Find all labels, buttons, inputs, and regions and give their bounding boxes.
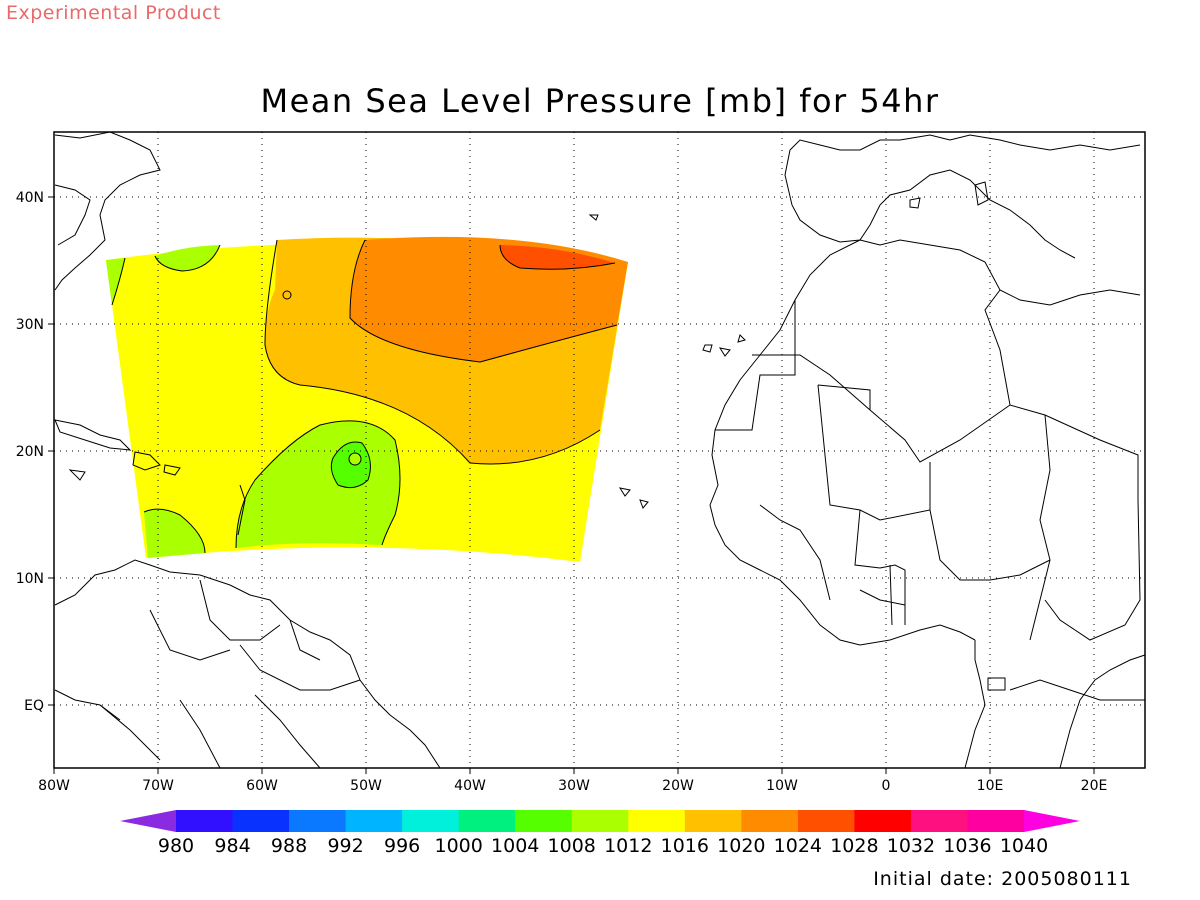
lon-tick-label: 0 xyxy=(882,778,891,794)
colorbar-swatch xyxy=(628,810,686,832)
colorbar-under-arrow xyxy=(120,810,176,832)
lon-tick-label: 80W xyxy=(38,778,70,794)
colorbar: 980 984 988 992 996 1000 1004 1008 1012 1016 1020 1… xyxy=(120,810,1080,857)
lon-tick-label: 10E xyxy=(977,778,1004,794)
region-1008-west xyxy=(106,258,125,305)
colorbar-swatch xyxy=(684,810,742,832)
colorbar-swatch xyxy=(345,810,403,832)
colorbar-level-label: 996 xyxy=(384,835,420,857)
lat-tick-label: 30N xyxy=(16,317,44,333)
colorbar-swatch xyxy=(967,810,1025,832)
lat-tick-label: EQ xyxy=(24,698,44,714)
colorbar-level-label: 1036 xyxy=(943,835,991,857)
colorbar-swatch xyxy=(571,810,629,832)
lat-tick-label: 10N xyxy=(16,571,44,587)
region-1004 xyxy=(331,442,371,488)
colorbar-swatch xyxy=(854,810,912,832)
pressure-center-marker xyxy=(348,452,362,466)
colorbar-level-label: 988 xyxy=(271,835,307,857)
lon-tick-label: 40W xyxy=(454,778,486,794)
lon-tick-label: 20W xyxy=(662,778,694,794)
graticule xyxy=(54,132,1145,768)
pressure-field xyxy=(106,236,628,562)
colorbar-swatch xyxy=(910,810,968,832)
region-1024 xyxy=(500,245,615,270)
colorbar-level-label: 1020 xyxy=(717,835,765,857)
borders xyxy=(99,289,1145,769)
colorbar-swatch xyxy=(289,810,347,832)
lon-tick-label: 60W xyxy=(246,778,278,794)
colorbar-level-label: 1024 xyxy=(774,835,822,857)
colorbar-level-label: 1004 xyxy=(491,835,539,857)
tick-marks xyxy=(48,196,1095,774)
lon-tick-label: 30W xyxy=(558,778,590,794)
lon-tick-label: 10W xyxy=(766,778,798,794)
lon-tick-label: 70W xyxy=(142,778,174,794)
colorbar-level-label: 1040 xyxy=(1000,835,1048,857)
colorbar-level-label: 992 xyxy=(327,835,363,857)
lat-tick-labels: EQ 10N 20N 30N 40N xyxy=(16,190,44,714)
colorbar-level-label: 980 xyxy=(158,835,194,857)
colorbar-over-arrow xyxy=(1024,810,1080,832)
colorbar-level-label: 984 xyxy=(214,835,250,857)
region-1008-north xyxy=(155,245,220,271)
experimental-product-label: Experimental Product xyxy=(6,2,221,24)
colorbar-swatch xyxy=(458,810,516,832)
colorbar-level-label: 1008 xyxy=(548,835,596,857)
colorbar-swatch xyxy=(232,810,290,832)
colorbar-level-label: 1028 xyxy=(830,835,878,857)
lon-tick-labels: 80W 70W 60W 50W 40W 30W 20W 10W 0 10E 20… xyxy=(38,778,1107,794)
colorbar-swatch xyxy=(797,810,855,832)
colorbar-level-label: 1012 xyxy=(604,835,652,857)
initial-date: Initial date: 2005080111 xyxy=(873,868,1132,890)
colorbar-swatch xyxy=(402,810,460,832)
colorbar-level-label: 1000 xyxy=(434,835,482,857)
colorbar-swatch xyxy=(515,810,573,832)
lon-tick-label: 50W xyxy=(350,778,382,794)
colorbar-level-label: 1016 xyxy=(661,835,709,857)
map-title: Mean Sea Level Pressure [mb] for 54hr xyxy=(260,82,940,120)
colorbar-level-label: 1032 xyxy=(887,835,935,857)
map-frame xyxy=(53,131,1146,769)
region-1008-southwest xyxy=(144,509,205,558)
lat-tick-label: 20N xyxy=(16,444,44,460)
coastlines xyxy=(54,131,1146,769)
lat-tick-label: 40N xyxy=(16,190,44,206)
colorbar-swatch xyxy=(176,810,234,832)
lon-tick-label: 20E xyxy=(1081,778,1108,794)
colorbar-swatch xyxy=(741,810,799,832)
